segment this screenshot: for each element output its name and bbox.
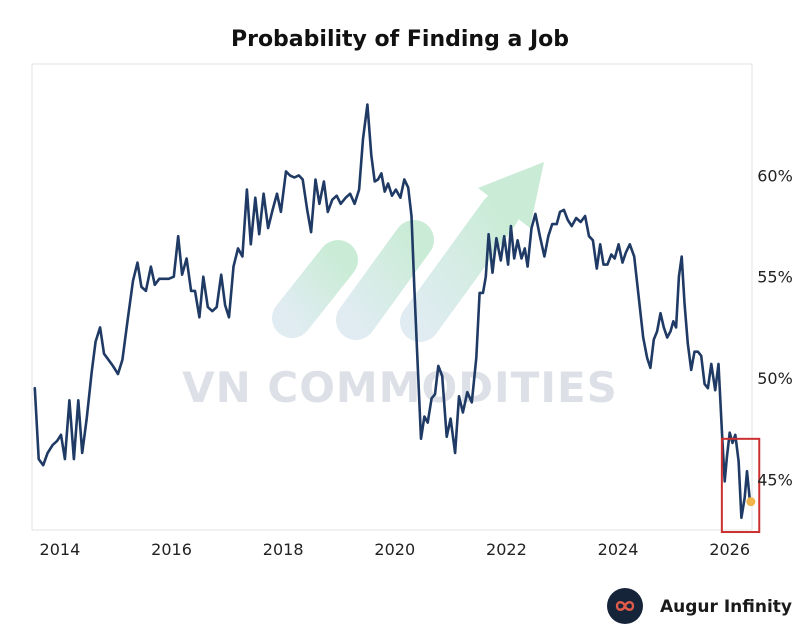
y-tick-label: 50%: [757, 369, 793, 388]
latest-point-marker: [746, 497, 756, 507]
x-tick-label: 2026: [709, 540, 750, 559]
watermark: VN COMMODITIES: [182, 162, 618, 412]
watermark-stripe: [336, 220, 434, 340]
series-line: [33, 103, 752, 520]
y-tick-label: 45%: [757, 470, 793, 489]
brand-label: Augur Infinity: [660, 597, 792, 617]
y-axis: 45% 50% 55% 60%: [757, 166, 793, 489]
watermark-text: VN COMMODITIES: [182, 363, 618, 412]
watermark-arrowhead: [478, 162, 544, 228]
highlight-box: [720, 437, 761, 534]
infinity-icon-glyph: [615, 601, 635, 611]
y-tick-label: 60%: [757, 166, 793, 185]
x-tick-label: 2018: [263, 540, 304, 559]
y-tick-label: 55%: [757, 268, 793, 287]
x-tick-label: 2016: [151, 540, 192, 559]
chart-title: Probability of Finding a Job: [231, 27, 569, 52]
x-tick-label: 2022: [486, 540, 527, 559]
plot-frame: [31, 63, 753, 531]
x-axis: 2014 2016 2018 2020 2022 2024 2026: [40, 540, 750, 559]
watermark-stripe: [272, 240, 358, 338]
x-tick-label: 2020: [374, 540, 415, 559]
watermark-stripe: [400, 192, 520, 342]
x-tick-label: 2024: [598, 540, 639, 559]
brand-logo: Augur Infinity: [607, 588, 792, 624]
x-tick-label: 2014: [40, 540, 81, 559]
